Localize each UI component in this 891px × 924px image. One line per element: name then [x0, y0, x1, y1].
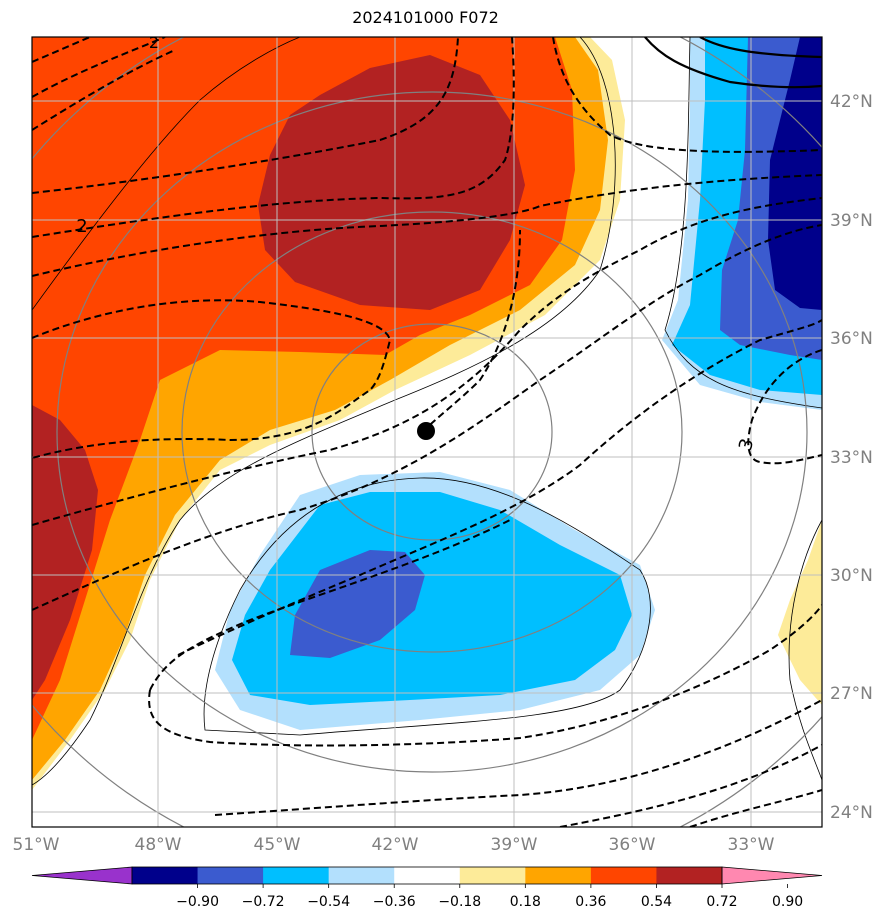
map-frame: [31, 36, 823, 828]
solid-contours: [644, 37, 822, 89]
lat-label: 24°N: [830, 803, 873, 823]
colorbar-tick-label: 0.18: [510, 894, 541, 910]
colorbar-extend-high: [721, 866, 823, 885]
negative-anomaly-field: [215, 37, 822, 730]
lat-label: 30°N: [830, 566, 873, 586]
lat-label: 33°N: [830, 448, 873, 468]
longitude-labels: 51°W 48°W 45°W 42°W 39°W 36°W 33°W: [13, 835, 775, 855]
colorbar-bin: [656, 867, 723, 884]
colorbar-bin: [263, 867, 330, 884]
colorbar-extend-low: [31, 866, 133, 885]
lon-label: 39°W: [491, 835, 538, 855]
positive-anomaly-field: [32, 37, 822, 790]
lat-label: 27°N: [830, 684, 873, 704]
colorbar-bin: [328, 867, 395, 884]
colorbar-bin: [590, 867, 657, 884]
lat-lon-grid: [32, 37, 822, 827]
colorbar-bin: [132, 867, 199, 884]
colorbar-bin: [459, 867, 526, 884]
lat-label: 42°N: [830, 92, 873, 112]
dashed-contours: [32, 37, 822, 827]
colorbar-tick-label: −0.18: [438, 894, 481, 910]
lat-label: 39°N: [830, 211, 873, 231]
contour-label: 2: [149, 33, 159, 52]
colorbar-bin: [197, 867, 264, 884]
colorbar-tick-label: 0.72: [706, 894, 737, 910]
colorbar-bin: [394, 867, 461, 884]
colorbar-tick-label: −0.54: [307, 894, 350, 910]
lon-label: 45°W: [254, 835, 301, 855]
colorbar-outline: [131, 866, 723, 885]
storm-center-marker: [417, 422, 435, 440]
contour-label: 3: [735, 436, 758, 452]
lon-label: 36°W: [609, 835, 656, 855]
lon-label: 42°W: [372, 835, 419, 855]
lon-label: 48°W: [135, 835, 182, 855]
range-rings: [32, 37, 822, 827]
colorbar-tick-label: 0.36: [575, 894, 606, 910]
latitude-labels: 42°N 39°N 36°N 33°N 30°N 27°N 24°N: [830, 92, 873, 823]
colorbar-tick-label: −0.72: [242, 894, 285, 910]
colorbar-tick-label: 0.90: [772, 894, 803, 910]
colorbar-tick-label: −0.90: [176, 894, 219, 910]
lat-label: 36°N: [830, 329, 873, 349]
contour-label: 2: [76, 216, 87, 237]
map-title: 2024101000 F072: [352, 8, 499, 27]
lon-label: 33°W: [728, 835, 775, 855]
colorbar-tick-label: −0.36: [373, 894, 416, 910]
colorbar-tick-label: 0.54: [641, 894, 672, 910]
colorbar-bin: [525, 867, 592, 884]
colorbar: −0.90 −0.72 −0.54 −0.36 −0.18 0.18 0.36 0.54 0.7…: [31, 866, 823, 910]
lon-label: 51°W: [13, 835, 60, 855]
